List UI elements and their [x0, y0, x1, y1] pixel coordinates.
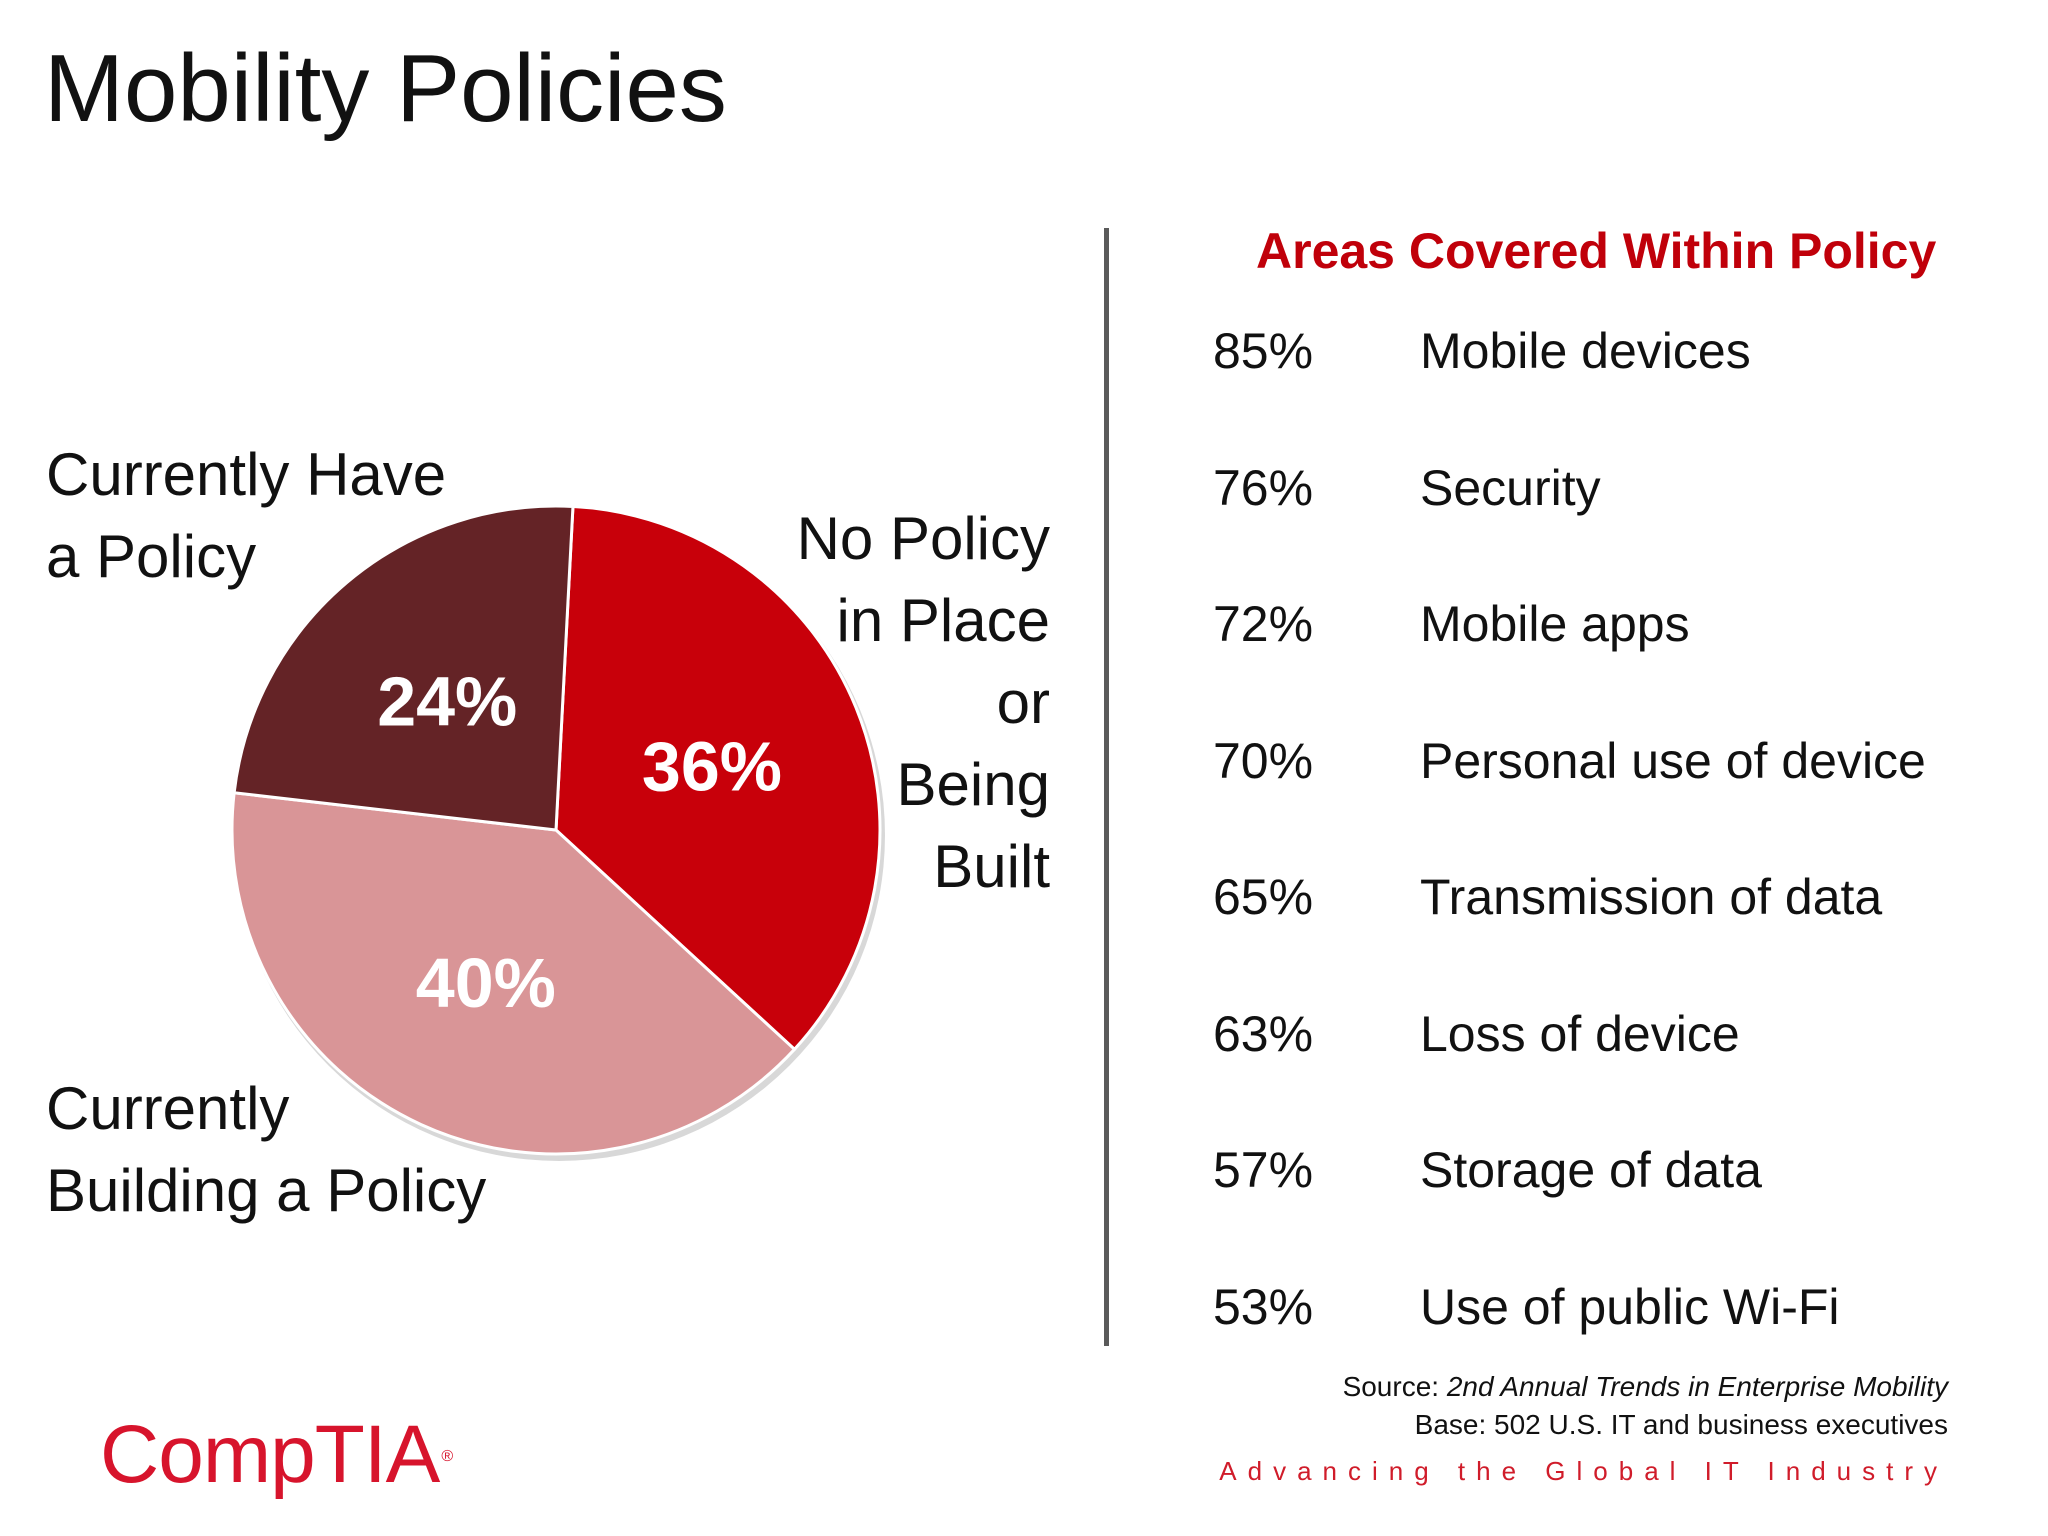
- pie-label-line: a Policy: [46, 523, 257, 590]
- row-label: Personal use of device: [1420, 733, 1926, 789]
- registered-mark: ®: [441, 1448, 453, 1465]
- vertical-divider: [1104, 228, 1109, 1346]
- source-citation: Source: 2nd Annual Trends in Enterprise …: [1343, 1371, 1948, 1403]
- row-percent: 72%: [1213, 596, 1314, 652]
- pie-slice-value-label: 40%: [416, 944, 556, 1022]
- pie-slice: [554, 504, 882, 1052]
- pie-label-line: Currently: [46, 1075, 290, 1142]
- row-percent: 63%: [1213, 1006, 1314, 1062]
- row-percent: 85%: [1213, 323, 1314, 379]
- pie-chart: 36% 40% 24%: [230, 504, 885, 1161]
- logo-wordmark: CompTIA: [100, 1409, 440, 1500]
- row-label: Mobile devices: [1420, 323, 1751, 379]
- row-percent: 53%: [1213, 1279, 1314, 1335]
- slide-title: Mobility Policies: [44, 35, 727, 142]
- pie-label-no-policy: No Policy in Place or Being Built: [740, 498, 1050, 908]
- pie-label-line: in Place: [836, 587, 1050, 654]
- pie-slice-value-label: 36%: [642, 727, 782, 805]
- comptia-logo: CompTIA ®: [100, 1408, 453, 1502]
- pie-slice: [232, 504, 575, 832]
- pie-slice: [230, 791, 797, 1156]
- row-percent: 70%: [1213, 733, 1314, 789]
- tagline: Advancing the Global IT Industry: [1219, 1456, 1948, 1486]
- row-label: Security: [1420, 460, 1601, 516]
- source-title: 2nd Annual Trends in Enterprise Mobility: [1446, 1371, 1948, 1402]
- row-percent: 65%: [1213, 869, 1314, 925]
- pie-label-currently-have: Currently Have a Policy: [46, 434, 446, 598]
- source-base: Base: 502 U.S. IT and business executive…: [1414, 1409, 1948, 1440]
- source-prefix: Source:: [1342, 1371, 1447, 1402]
- row-percent: 76%: [1213, 460, 1314, 516]
- pie-label-currently-building: Currently Building a Policy: [46, 1068, 486, 1232]
- pie-label-line: or: [996, 669, 1050, 736]
- pie-slice-value-label: 24%: [377, 662, 517, 740]
- pie-label-line: No Policy: [796, 505, 1050, 572]
- row-label: Use of public Wi-Fi: [1420, 1279, 1840, 1335]
- pie-label-line: Currently Have: [46, 441, 447, 508]
- row-percent: 57%: [1213, 1142, 1314, 1198]
- row-label: Mobile apps: [1420, 596, 1690, 652]
- row-label: Transmission of data: [1420, 869, 1883, 925]
- row-label: Loss of device: [1420, 1006, 1740, 1062]
- areas-table-title: Areas Covered Within Policy: [1256, 223, 1937, 279]
- row-label: Storage of data: [1420, 1142, 1762, 1198]
- pie-label-line: Built: [933, 833, 1050, 900]
- pie-label-line: Being: [896, 751, 1050, 818]
- pie-label-line: Building a Policy: [46, 1157, 487, 1224]
